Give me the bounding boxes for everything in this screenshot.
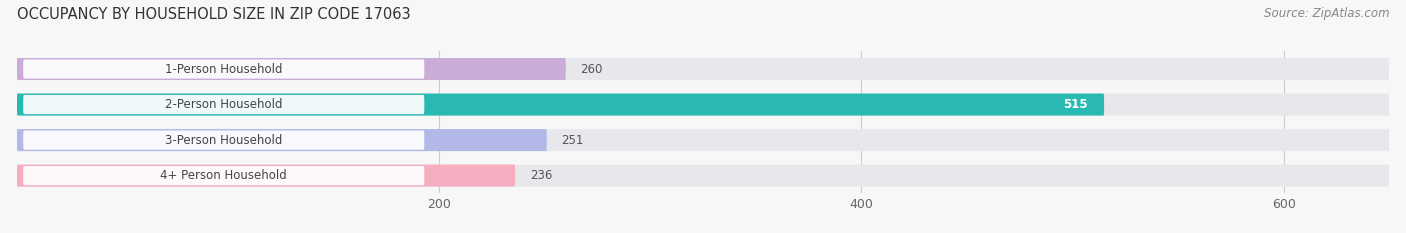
FancyBboxPatch shape [24,95,425,114]
Text: 4+ Person Household: 4+ Person Household [160,169,287,182]
Text: 3-Person Household: 3-Person Household [165,134,283,147]
FancyBboxPatch shape [24,166,425,185]
Text: Source: ZipAtlas.com: Source: ZipAtlas.com [1264,7,1389,20]
FancyBboxPatch shape [17,129,1389,151]
FancyBboxPatch shape [17,93,1104,116]
Text: 260: 260 [581,62,603,75]
FancyBboxPatch shape [17,129,547,151]
Text: 515: 515 [1063,98,1087,111]
Text: OCCUPANCY BY HOUSEHOLD SIZE IN ZIP CODE 17063: OCCUPANCY BY HOUSEHOLD SIZE IN ZIP CODE … [17,7,411,22]
FancyBboxPatch shape [17,93,1389,116]
Text: 1-Person Household: 1-Person Household [165,62,283,75]
Text: 236: 236 [530,169,553,182]
FancyBboxPatch shape [24,130,425,150]
FancyBboxPatch shape [24,59,425,79]
FancyBboxPatch shape [17,58,1389,80]
FancyBboxPatch shape [17,164,515,187]
FancyBboxPatch shape [17,58,565,80]
FancyBboxPatch shape [17,164,1389,187]
Text: 2-Person Household: 2-Person Household [165,98,283,111]
Text: 251: 251 [561,134,583,147]
